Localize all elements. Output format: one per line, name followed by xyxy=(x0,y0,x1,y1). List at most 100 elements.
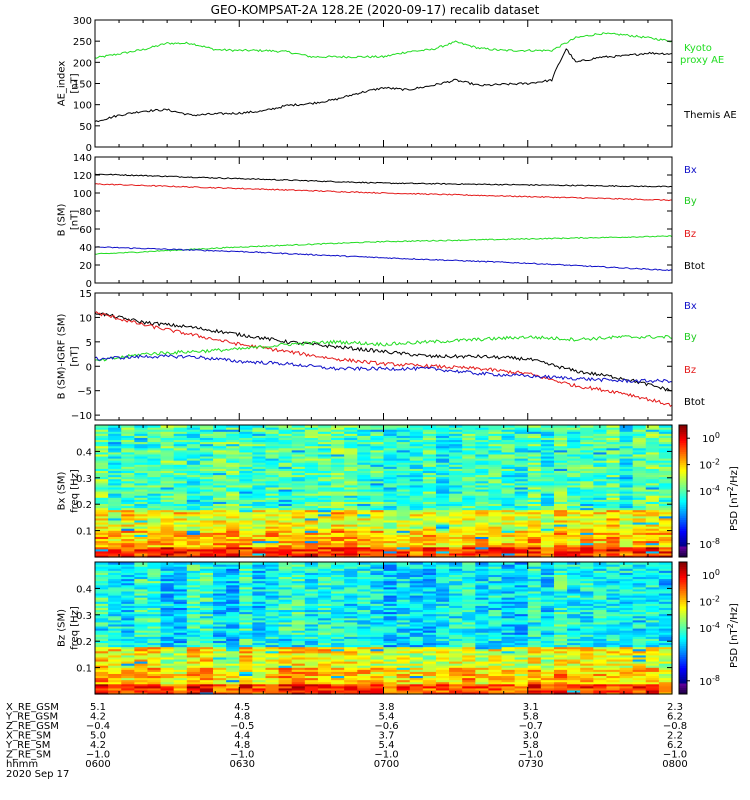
spectrogram-cell xyxy=(514,658,529,662)
spectrogram-cell xyxy=(108,623,122,627)
spectrogram-cell xyxy=(553,552,568,556)
spectrogram-cell xyxy=(619,681,634,685)
y-tick-label: 140 xyxy=(73,153,92,164)
spectrogram-cell xyxy=(108,617,122,621)
spectrogram-cell xyxy=(331,509,345,513)
spectrogram-cell xyxy=(291,685,306,689)
spectrogram-cell xyxy=(186,521,201,525)
spectrogram-cell xyxy=(409,528,424,531)
spectrogram-cell xyxy=(632,656,647,660)
spectrogram-cell xyxy=(331,528,345,531)
spectrogram-cell xyxy=(475,528,490,531)
spectrogram-cell xyxy=(344,431,358,434)
spectrogram-cell xyxy=(462,552,476,556)
spectrogram-cell xyxy=(422,453,437,457)
spectrogram-cell xyxy=(462,683,476,687)
spectrogram-cell xyxy=(422,511,437,515)
spectrogram-cell xyxy=(134,548,149,552)
spectrogram-cell xyxy=(160,460,175,463)
spectrogram-cell xyxy=(475,476,490,480)
spectrogram-cell xyxy=(134,470,149,474)
spectrogram-cell xyxy=(449,509,463,513)
spectrogram-cell xyxy=(317,675,332,679)
spectrogram-cell xyxy=(619,433,634,436)
spectrogram-cell xyxy=(226,644,240,648)
spectrogram-cell xyxy=(186,665,201,668)
spectrogram-cell xyxy=(331,484,345,488)
spectrogram-cell xyxy=(658,482,673,486)
spectrogram-cell xyxy=(252,683,267,687)
spectrogram-cell xyxy=(409,468,424,471)
spectrogram-cell xyxy=(317,536,332,540)
spectrogram-cell xyxy=(567,488,581,492)
spectrogram-cell xyxy=(593,526,608,529)
spectrogram-cell xyxy=(462,455,476,459)
spectrogram-cell xyxy=(239,453,253,457)
legend-label: Bz xyxy=(684,365,696,376)
spectrogram-cell xyxy=(580,611,594,615)
spectrogram-cell xyxy=(265,636,280,639)
spectrogram-cell xyxy=(134,640,149,644)
spectrogram-cell xyxy=(540,478,555,482)
spectrogram-cell xyxy=(462,550,476,554)
spectrogram-cell xyxy=(370,683,385,687)
spectrogram-cell xyxy=(226,617,240,621)
spectrogram-cell xyxy=(422,646,437,650)
spectrogram-cell xyxy=(435,431,450,434)
spectrogram-cell xyxy=(160,491,175,494)
spectrogram-cell xyxy=(619,439,634,443)
spectrogram-cell xyxy=(291,673,306,677)
spectrogram-cell xyxy=(449,495,463,498)
spectrogram-cell xyxy=(291,480,306,484)
spectrogram-cell xyxy=(514,542,529,546)
spectrogram-cell xyxy=(291,644,306,648)
colorbar-tick-label: 10-4 xyxy=(699,484,720,498)
spectrogram-cell xyxy=(606,679,621,683)
spectrogram-cell xyxy=(160,468,175,471)
spectrogram-cell xyxy=(593,491,608,494)
spectrogram-cell xyxy=(95,685,109,689)
spectrogram-cell xyxy=(291,609,306,613)
spectrogram-cell xyxy=(265,445,280,449)
spectrogram-cell xyxy=(645,619,660,623)
spectrogram-cell xyxy=(252,534,267,537)
spectrogram-cell xyxy=(462,554,476,558)
spectrogram-cell xyxy=(567,673,581,677)
spectrogram-cell xyxy=(645,437,660,441)
spectrogram-cell xyxy=(186,650,201,654)
spectrogram-cell xyxy=(147,482,162,486)
spectrogram-cell xyxy=(449,536,463,540)
spectrogram-cell xyxy=(435,642,450,646)
spectrogram-cell xyxy=(304,658,319,662)
spectrogram-cell xyxy=(396,621,411,625)
spectrogram-cell xyxy=(514,513,529,517)
spectrogram-cell xyxy=(527,476,542,480)
spectrogram-cell xyxy=(553,515,568,519)
spectrogram-cell xyxy=(278,486,293,490)
spectrogram-cell xyxy=(501,554,516,558)
y-tick-label: 100 xyxy=(73,189,92,200)
spectrogram-cell xyxy=(567,554,581,558)
colorbar-step xyxy=(679,535,687,538)
spectrogram-cell xyxy=(317,464,332,467)
spectrogram-cell xyxy=(606,521,621,525)
spectrogram-cell xyxy=(252,482,267,486)
spectrogram-cell xyxy=(213,425,227,428)
spectrogram-cell xyxy=(147,441,162,445)
spectrogram-cell xyxy=(317,667,332,670)
spectrogram-cell xyxy=(173,466,188,469)
spectrogram-cell xyxy=(252,648,267,652)
spectrogram-cell xyxy=(265,658,280,662)
spectrogram-cell xyxy=(121,493,135,496)
spectrogram-cell xyxy=(475,441,490,445)
spectrogram-cell xyxy=(645,505,660,509)
spectrogram-cell xyxy=(265,677,280,681)
spectrogram-cell xyxy=(462,532,476,535)
spectrogram-cell xyxy=(213,628,227,631)
spectrogram-cell xyxy=(291,658,306,662)
spectrogram-cell xyxy=(435,630,450,633)
spectrogram-cell xyxy=(409,445,424,449)
spectrogram-cell xyxy=(645,497,660,500)
spectrogram-cell xyxy=(632,427,647,430)
spectrogram-cell xyxy=(344,677,358,681)
